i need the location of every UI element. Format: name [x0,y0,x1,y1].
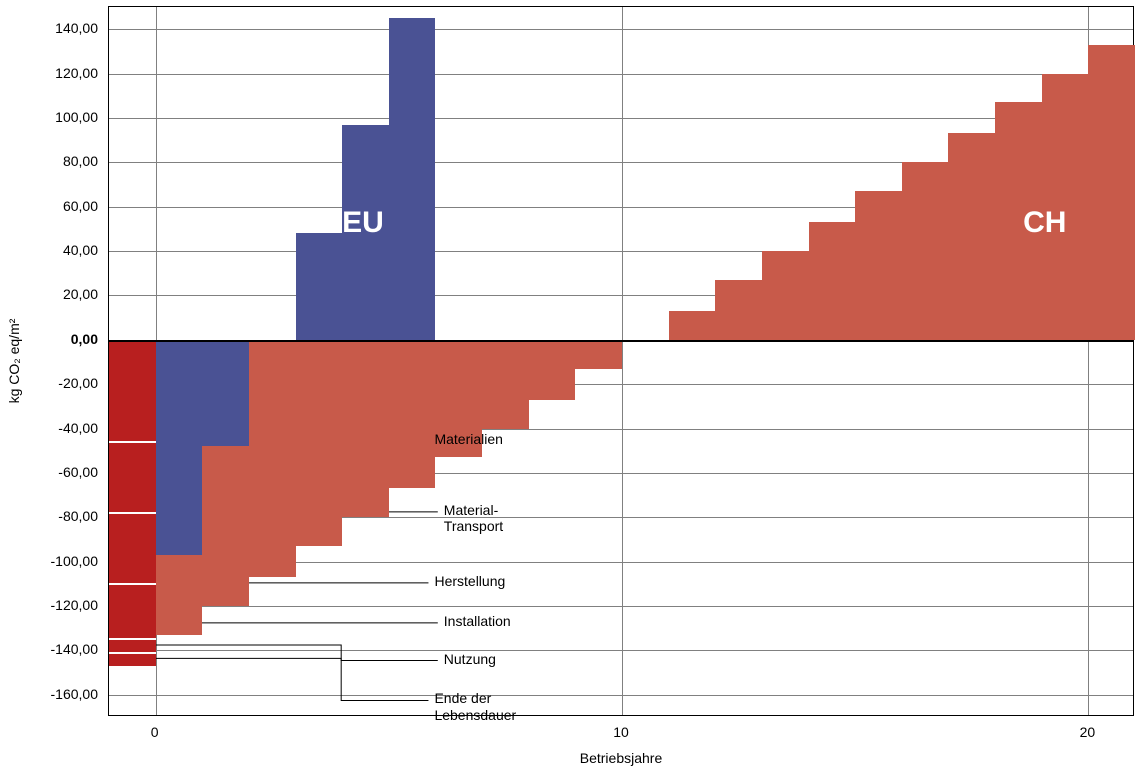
y-tick-label: 120,00 [0,65,98,81]
x-tick-label: 10 [613,724,629,740]
bar-ch [762,251,809,340]
bar-initial-segment [109,653,156,666]
annotation-label: Installation [444,613,511,629]
bar-initial-segment [109,340,156,442]
bar-eu [296,233,343,340]
bar-ch [1088,45,1135,340]
bar-initial-separator [109,441,156,443]
bar-ch [529,340,576,400]
y-tick-label: 20,00 [0,286,98,302]
bar-ch [948,133,995,339]
annotation-label: Material-Transport [444,502,503,534]
annotation-label: Materialien [434,431,502,447]
bar-initial-segment [109,442,156,513]
annotation-label: Ende derLebensdauer [434,690,516,722]
y-tick-label: -140,00 [0,641,98,657]
plot-area: EU CH [108,6,1134,716]
bar-ch [855,191,902,340]
gridline-horizontal [109,650,1133,651]
bar-eu [156,340,203,555]
y-tick-label: -100,00 [0,553,98,569]
x-tick-label: 20 [1080,724,1096,740]
annotation-label: Nutzung [444,651,496,667]
y-tick-label: -60,00 [0,464,98,480]
bar-eu [202,340,249,447]
bar-ch [715,280,762,340]
bar-ch [249,340,296,577]
y-tick-label: -80,00 [0,508,98,524]
gridline-vertical [622,7,623,715]
annotation-label: Herstellung [434,573,505,589]
bar-initial-separator [109,512,156,514]
gridline-horizontal [109,74,1133,75]
bar-ch [389,340,436,489]
bar-ch [296,340,343,546]
bar-initial-segment [109,584,156,639]
bar-initial-segment [109,513,156,584]
y-axis-label: kg CO₂ eq/m² [6,319,22,404]
bar-initial-separator [109,583,156,585]
bar-ch [202,446,249,606]
bar-ch [902,162,949,340]
bar-initial-separator [109,638,156,640]
gridline-horizontal [109,606,1133,607]
x-tick-label: 0 [151,724,159,740]
y-tick-label: 40,00 [0,242,98,258]
bar-ch [482,340,529,429]
x-axis-label: Betriebsjahre [580,750,663,766]
y-tick-label: -40,00 [0,420,98,436]
bar-initial-separator [109,652,156,654]
bar-eu [389,18,436,340]
y-tick-label: -160,00 [0,686,98,702]
bar-ch [156,555,203,635]
overlay-eu: EU [342,206,384,240]
bar-ch [669,311,716,340]
bar-initial-segment [109,639,156,652]
y-tick-label: 140,00 [0,20,98,36]
co2-payback-chart: EU CH -160,00 -140,00 -120,00 -100,00 -80,00 -… [0,0,1146,784]
overlay-ch: CH [1023,206,1066,240]
y-tick-label: 100,00 [0,109,98,125]
y-tick-label: 80,00 [0,153,98,169]
y-tick-label: -120,00 [0,597,98,613]
bar-ch [809,222,856,340]
bar-ch [342,340,389,518]
gridline-horizontal [109,340,1133,342]
gridline-horizontal [109,695,1133,696]
gridline-horizontal [109,118,1133,119]
y-tick-label: 60,00 [0,198,98,214]
bar-ch [575,340,622,369]
gridline-horizontal [109,29,1133,30]
